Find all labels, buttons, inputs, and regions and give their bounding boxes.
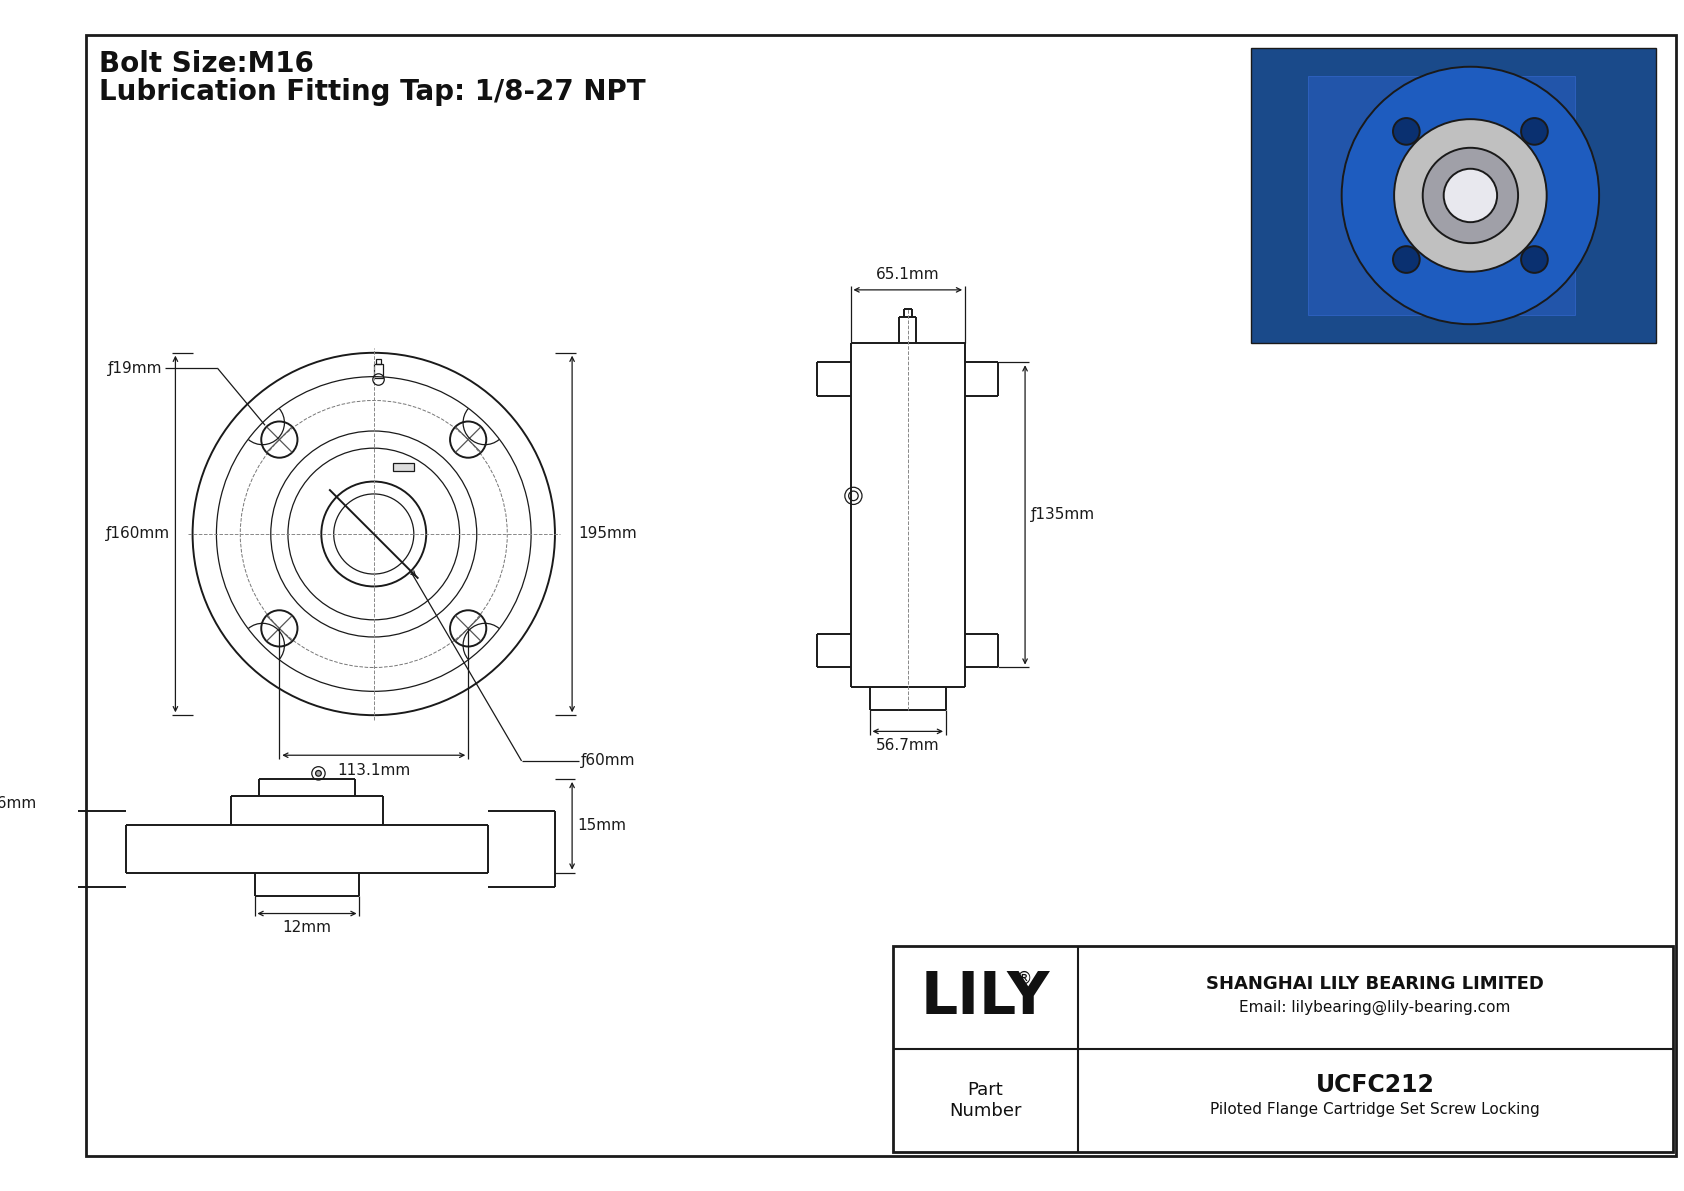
Circle shape: [1393, 118, 1420, 145]
Text: Email: lilybearing@lily-bearing.com: Email: lilybearing@lily-bearing.com: [1239, 999, 1511, 1015]
Text: Part
Number: Part Number: [950, 1081, 1022, 1120]
Text: Lubrication Fitting Tap: 1/8-27 NPT: Lubrication Fitting Tap: 1/8-27 NPT: [99, 79, 645, 106]
Circle shape: [1394, 119, 1546, 272]
Circle shape: [1443, 169, 1497, 223]
Circle shape: [315, 771, 322, 777]
Text: 65.1mm: 65.1mm: [876, 267, 940, 282]
Bar: [392, 463, 414, 472]
Text: ƒ160mm: ƒ160mm: [106, 526, 170, 542]
Text: Bolt Size:M16: Bolt Size:M16: [99, 50, 313, 77]
Circle shape: [1423, 148, 1517, 243]
Circle shape: [1393, 247, 1420, 273]
Text: UCFC212: UCFC212: [1315, 1073, 1435, 1097]
Circle shape: [1347, 71, 1595, 319]
Text: 36mm: 36mm: [0, 796, 37, 811]
Circle shape: [1521, 247, 1548, 273]
Bar: [374, 364, 384, 378]
Circle shape: [1342, 67, 1600, 324]
Text: 113.1mm: 113.1mm: [337, 763, 411, 778]
Text: ƒ19mm: ƒ19mm: [108, 361, 162, 375]
Text: ƒ135mm: ƒ135mm: [1031, 507, 1095, 523]
Text: ƒ60mm: ƒ60mm: [581, 754, 635, 768]
Text: Piloted Flange Cartridge Set Screw Locking: Piloted Flange Cartridge Set Screw Locki…: [1211, 1103, 1539, 1117]
Text: LILY: LILY: [921, 969, 1051, 1025]
Text: SHANGHAI LILY BEARING LIMITED: SHANGHAI LILY BEARING LIMITED: [1206, 975, 1544, 993]
Bar: [376, 358, 381, 364]
Text: 195mm: 195mm: [578, 526, 637, 542]
Circle shape: [1394, 119, 1546, 272]
Text: ®: ®: [1015, 969, 1032, 987]
Bar: [894, 946, 1672, 1152]
Circle shape: [1521, 118, 1548, 145]
Text: 12mm: 12mm: [283, 921, 332, 935]
Bar: [1251, 48, 1657, 343]
Text: 15mm: 15mm: [578, 818, 626, 834]
Text: 56.7mm: 56.7mm: [876, 738, 940, 753]
Bar: [1308, 76, 1575, 314]
Circle shape: [1418, 143, 1522, 248]
